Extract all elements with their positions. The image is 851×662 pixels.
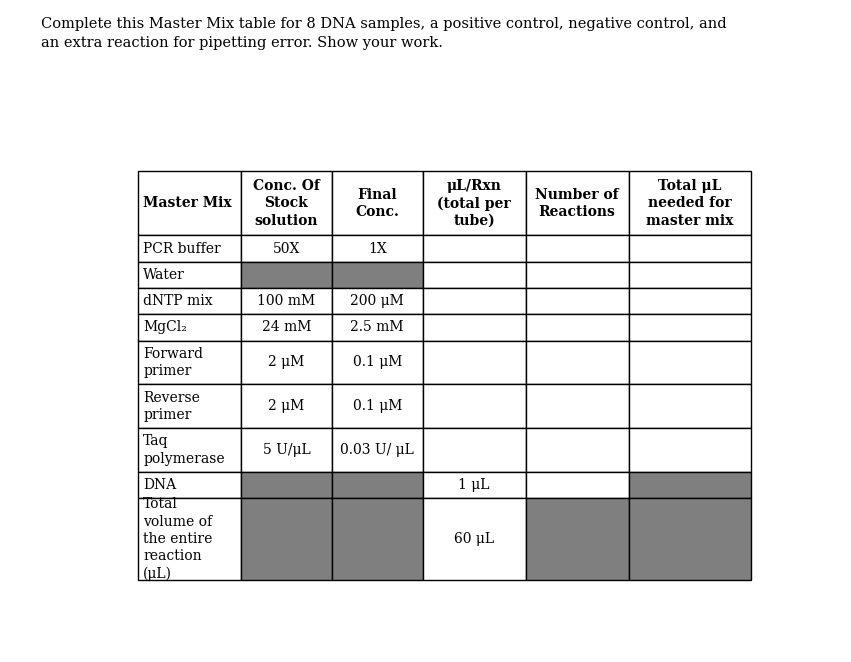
Text: 1 μL: 1 μL [459, 478, 490, 492]
Bar [629, 385, 751, 428]
Bar [241, 171, 332, 236]
Bar [526, 171, 629, 236]
Text: Reverse
primer: Reverse primer [143, 391, 200, 422]
Bar [138, 288, 241, 314]
Text: 5 U/μL: 5 U/μL [263, 443, 311, 457]
Bar [138, 340, 241, 385]
Bar [629, 340, 751, 385]
Bar [241, 288, 332, 314]
Bar [332, 236, 423, 261]
Bar [332, 472, 423, 498]
Bar [332, 261, 423, 288]
Bar [332, 171, 423, 236]
Bar [629, 498, 751, 580]
Text: 1X: 1X [368, 242, 386, 256]
Text: Complete this Master Mix table for 8 DNA samples, a positive control, negative c: Complete this Master Mix table for 8 DNA… [41, 17, 727, 30]
Bar [629, 288, 751, 314]
Text: Number of
Reactions: Number of Reactions [535, 187, 619, 219]
Bar [423, 428, 526, 472]
Text: 100 mM: 100 mM [257, 294, 316, 308]
Bar [241, 385, 332, 428]
Text: 0.1 μM: 0.1 μM [352, 355, 402, 369]
Text: Master Mix: Master Mix [143, 197, 232, 211]
Text: dNTP mix: dNTP mix [143, 294, 213, 308]
Bar [241, 314, 332, 340]
Bar [526, 498, 629, 580]
Bar [332, 385, 423, 428]
Bar [138, 236, 241, 261]
Bar [526, 428, 629, 472]
Bar [332, 314, 423, 340]
Text: 24 mM: 24 mM [262, 320, 311, 334]
Text: 2 μM: 2 μM [268, 399, 305, 413]
Bar [526, 472, 629, 498]
Bar [526, 340, 629, 385]
Text: an extra reaction for pipetting error. Show your work.: an extra reaction for pipetting error. S… [41, 36, 443, 50]
Bar [138, 472, 241, 498]
Text: DNA: DNA [143, 478, 176, 492]
Text: μL/Rxn
(total per
tube): μL/Rxn (total per tube) [437, 179, 511, 228]
Bar [423, 171, 526, 236]
Bar [629, 428, 751, 472]
Text: 0.03 U/ μL: 0.03 U/ μL [340, 443, 414, 457]
Bar [138, 171, 241, 236]
Text: 2 μM: 2 μM [268, 355, 305, 369]
Text: 2.5 mM: 2.5 mM [351, 320, 404, 334]
Text: Forward
primer: Forward primer [143, 347, 203, 378]
Bar [332, 498, 423, 580]
Bar [526, 236, 629, 261]
Bar [423, 261, 526, 288]
Bar [241, 428, 332, 472]
Text: Water: Water [143, 268, 186, 282]
Bar [629, 171, 751, 236]
Bar [423, 288, 526, 314]
Bar [332, 428, 423, 472]
Text: PCR buffer: PCR buffer [143, 242, 221, 256]
Text: Total
volume of
the entire
reaction
(μL): Total volume of the entire reaction (μL) [143, 497, 213, 581]
Bar [423, 472, 526, 498]
Bar [332, 288, 423, 314]
Bar [138, 314, 241, 340]
Bar [138, 385, 241, 428]
Bar [241, 472, 332, 498]
Bar [423, 314, 526, 340]
Bar [423, 340, 526, 385]
Bar [423, 498, 526, 580]
Bar [629, 236, 751, 261]
Bar [138, 261, 241, 288]
Bar [332, 340, 423, 385]
Bar [526, 385, 629, 428]
Bar [526, 288, 629, 314]
Bar [241, 340, 332, 385]
Bar [138, 498, 241, 580]
Bar [138, 428, 241, 472]
Text: Final
Conc.: Final Conc. [356, 187, 399, 219]
Text: Total μL
needed for
master mix: Total μL needed for master mix [647, 179, 734, 228]
Bar [241, 261, 332, 288]
Text: 60 μL: 60 μL [454, 532, 494, 546]
Text: 200 μM: 200 μM [351, 294, 404, 308]
Text: Taq
polymerase: Taq polymerase [143, 434, 225, 465]
Bar [423, 385, 526, 428]
Text: MgCl₂: MgCl₂ [143, 320, 187, 334]
Text: 0.1 μM: 0.1 μM [352, 399, 402, 413]
Text: Conc. Of
Stock
solution: Conc. Of Stock solution [253, 179, 320, 228]
Bar [241, 236, 332, 261]
Bar [526, 314, 629, 340]
Bar [629, 261, 751, 288]
Bar [423, 236, 526, 261]
Bar [629, 472, 751, 498]
Text: 50X: 50X [273, 242, 300, 256]
Bar [526, 261, 629, 288]
Bar [629, 314, 751, 340]
Bar [241, 498, 332, 580]
